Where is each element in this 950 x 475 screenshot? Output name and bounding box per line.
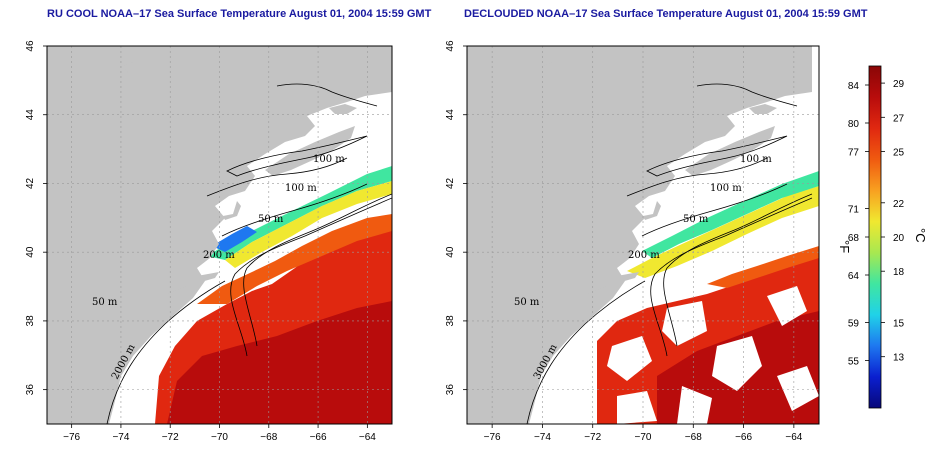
y-tick-label: 36 <box>445 384 456 396</box>
y-tick-label: 46 <box>25 40 36 52</box>
y-tick-label: 44 <box>25 109 36 121</box>
x-tick-label: −76 <box>484 432 501 443</box>
sst-region-orange <box>197 214 392 304</box>
fahrenheit-tick-label: 59 <box>848 319 860 330</box>
x-tick-label: −72 <box>584 432 601 443</box>
axes-right: −76 −74 −72 −70 −68 −66 −64 36 38 40 42 44 46 <box>445 40 803 443</box>
x-tick-label: −66 <box>735 432 752 443</box>
fahrenheit-tick-label: 55 <box>848 357 860 368</box>
x-tick-label: −74 <box>534 432 551 443</box>
colorbar-celsius-ticks: 29 27 25 22 20 18 15 13 <box>881 79 905 364</box>
sst-region-hot <box>167 301 392 424</box>
x-tick-label: −68 <box>260 432 277 443</box>
y-tick-label: 46 <box>445 40 456 52</box>
sst-region-front-yellow <box>627 186 819 278</box>
fahrenheit-tick-label: 77 <box>848 148 860 159</box>
celsius-tick-label: 29 <box>893 79 905 90</box>
contour-label: 200 m <box>628 250 660 261</box>
sst-region-cold <box>212 226 257 252</box>
y-tick-label: 40 <box>25 246 36 258</box>
contour-label: 200 m <box>203 250 235 261</box>
map-panel-right: 100 m 100 m 50 m 200 m 50 m 3000 m −76 −7… <box>445 40 820 443</box>
contour-label: 100 m <box>285 183 317 194</box>
x-tick-label: −74 <box>112 432 129 443</box>
x-tick-label: −64 <box>785 432 802 443</box>
x-tick-label: −70 <box>211 432 228 443</box>
y-tick-label: 36 <box>25 384 36 396</box>
colorbar-fahrenheit-ticks: 84 80 77 71 68 64 59 55 <box>848 81 869 368</box>
map-title-right: DECLOUDED NOAA–17 Sea Surface Temperatur… <box>464 8 868 20</box>
contour-label: 100 m <box>313 154 345 165</box>
contour-label: 100 m <box>710 183 742 194</box>
x-tick-label: −64 <box>359 432 376 443</box>
fahrenheit-tick-label: 71 <box>848 205 860 216</box>
contour-label: 50 m <box>683 214 709 225</box>
contour-label: 50 m <box>258 214 284 225</box>
celsius-tick-label: 13 <box>893 353 905 364</box>
celsius-tick-label: 25 <box>893 148 905 159</box>
fahrenheit-unit-label: °F <box>837 240 852 253</box>
fahrenheit-tick-label: 68 <box>848 233 860 244</box>
celsius-tick-label: 18 <box>893 267 905 278</box>
celsius-tick-label: 27 <box>893 113 905 124</box>
x-tick-label: −70 <box>635 432 652 443</box>
celsius-unit-label: °C <box>913 228 928 243</box>
fahrenheit-tick-label: 80 <box>848 119 860 130</box>
celsius-tick-label: 15 <box>893 319 905 330</box>
colorbar: 84 80 77 71 68 64 59 55 29 27 25 22 20 18 15 13 °F °C <box>837 65 928 409</box>
y-tick-label: 40 <box>445 246 456 258</box>
sst-region-front-cyan <box>642 171 819 258</box>
sst-region-front-yellow <box>225 181 392 268</box>
fahrenheit-tick-label: 64 <box>848 271 860 282</box>
fahrenheit-tick-label: 84 <box>848 81 860 92</box>
graticule-left <box>47 45 392 424</box>
map-title-left: RU COOL NOAA–17 Sea Surface Temperature … <box>47 8 432 20</box>
colorbar-gradient <box>868 65 882 409</box>
y-tick-label: 38 <box>445 315 456 327</box>
x-tick-label: −68 <box>685 432 702 443</box>
contour-label: 50 m <box>514 297 540 308</box>
sst-region-orange <box>707 246 819 288</box>
contour-label: 100 m <box>740 154 772 165</box>
celsius-tick-label: 22 <box>893 199 905 210</box>
y-tick-label: 42 <box>445 177 456 189</box>
map-panel-left: 100 m 100 m 50 m 200 m 50 m 2000 m −76 −7… <box>25 40 393 443</box>
y-tick-label: 44 <box>445 109 456 121</box>
x-tick-label: −72 <box>162 432 179 443</box>
axes-left: −76 −74 −72 −70 −68 −66 −64 36 38 40 42 44 46 <box>25 40 376 443</box>
y-tick-label: 38 <box>25 315 36 327</box>
x-tick-label: −76 <box>63 432 80 443</box>
x-tick-label: −66 <box>310 432 327 443</box>
y-tick-label: 42 <box>25 177 36 189</box>
sst-region-front-cyan <box>207 166 392 260</box>
contour-label: 50 m <box>92 297 118 308</box>
celsius-tick-label: 20 <box>893 233 905 244</box>
